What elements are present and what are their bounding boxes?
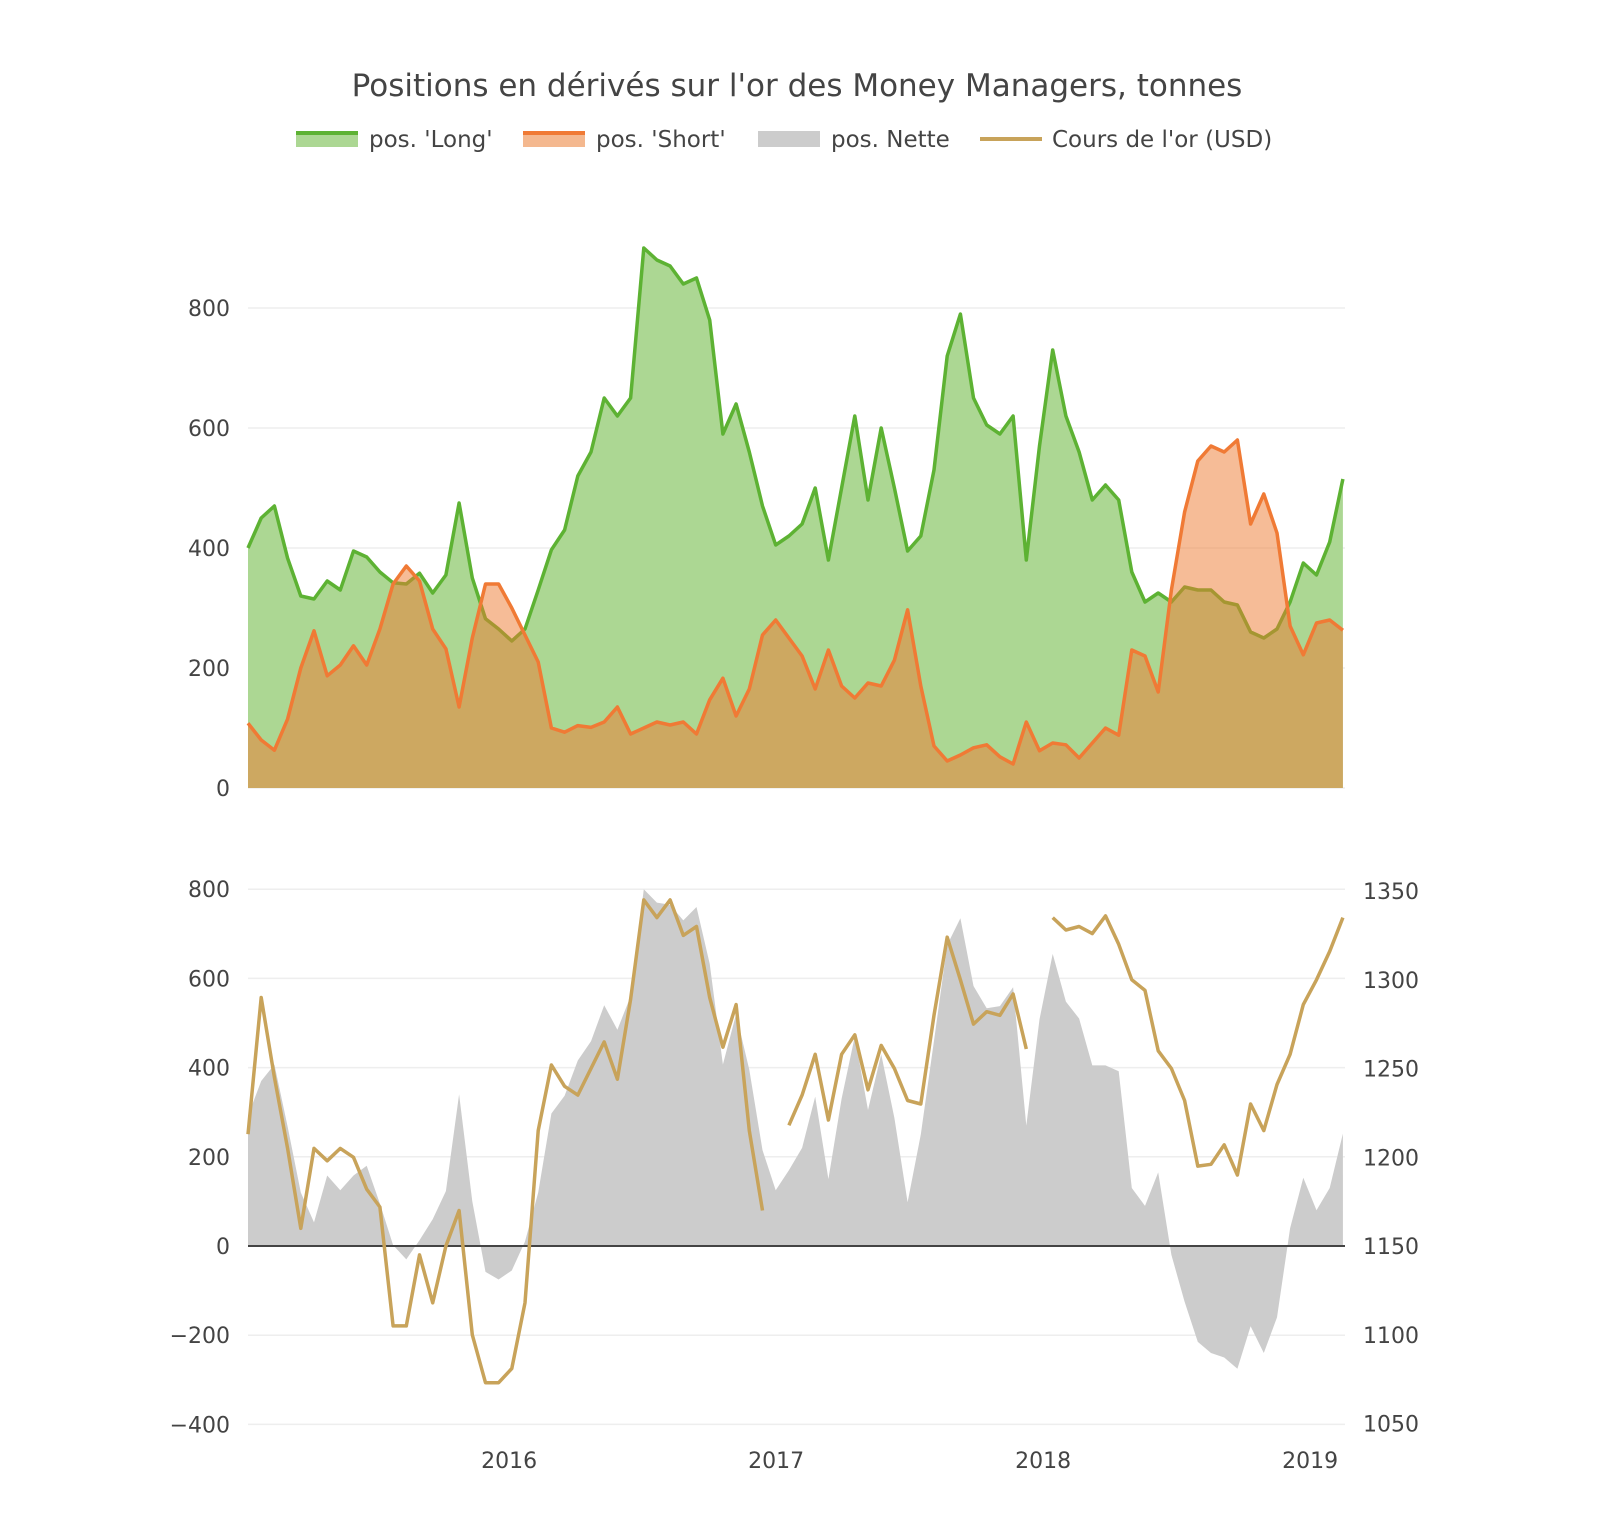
y-tick-label: 600 — [188, 967, 230, 992]
y2-tick-label: 1150 — [1363, 1235, 1419, 1260]
y-tick-label: 200 — [188, 657, 230, 682]
series-gold-price-line — [246, 898, 1345, 1385]
series-short-area — [248, 440, 1343, 788]
y-tick-label: −200 — [170, 1324, 230, 1349]
series-short-line — [246, 438, 1344, 766]
legend-swatch-short-line — [523, 131, 585, 135]
legend-label-short: pos. 'Short' — [596, 127, 726, 153]
legend-item-net[interactable]: pos. Nette — [758, 127, 950, 153]
legend-swatch-net — [758, 131, 820, 147]
legend-item-short[interactable]: pos. 'Short' — [523, 127, 726, 153]
legend-swatch-gold — [980, 137, 1042, 141]
x-tick-label: 2016 — [481, 1449, 537, 1474]
legend-swatch-long-line — [296, 131, 358, 135]
y2-tick-label: 1100 — [1363, 1324, 1419, 1349]
y-tick-label: 0 — [216, 777, 230, 802]
legend-label-long: pos. 'Long' — [369, 127, 493, 153]
y-tick-label: 200 — [188, 1146, 230, 1171]
y-tick-label: −400 — [170, 1413, 230, 1438]
bottom-plot: −400 −200 0 200 400 600 800 1050 1100 1150 1200 125… — [170, 878, 1419, 1474]
y-tick-label: 800 — [188, 878, 230, 903]
y2-tick-label: 1250 — [1363, 1058, 1419, 1083]
y-tick-label: 600 — [188, 417, 230, 442]
y-tick-label: 0 — [216, 1235, 230, 1260]
y-tick-label: 800 — [188, 297, 230, 322]
top-plot: 0 200 400 600 800 — [188, 246, 1345, 802]
x-tick-label: 2018 — [1015, 1449, 1071, 1474]
series-net-area — [248, 889, 1343, 1369]
legend-item-long[interactable]: pos. 'Long' — [296, 127, 493, 153]
x-tick-label: 2019 — [1282, 1449, 1338, 1474]
legend-label-gold: Cours de l'or (USD) — [1052, 127, 1272, 153]
chart-title: Positions en dérivés sur l'or des Money … — [352, 68, 1243, 104]
y-tick-label: 400 — [188, 1057, 230, 1082]
y-tick-label: 400 — [188, 537, 230, 562]
y2-tick-label: 1350 — [1363, 880, 1419, 905]
y2-tick-label: 1200 — [1363, 1146, 1419, 1171]
legend: pos. 'Long' pos. 'Short' pos. Nette Cour… — [296, 127, 1272, 153]
series-long-line — [246, 246, 1345, 643]
legend-item-gold[interactable]: Cours de l'or (USD) — [980, 127, 1272, 153]
x-tick-label: 2017 — [748, 1449, 804, 1474]
legend-label-net: pos. Nette — [831, 127, 950, 153]
y2-tick-label: 1300 — [1363, 969, 1419, 994]
y2-tick-label: 1050 — [1363, 1413, 1419, 1438]
